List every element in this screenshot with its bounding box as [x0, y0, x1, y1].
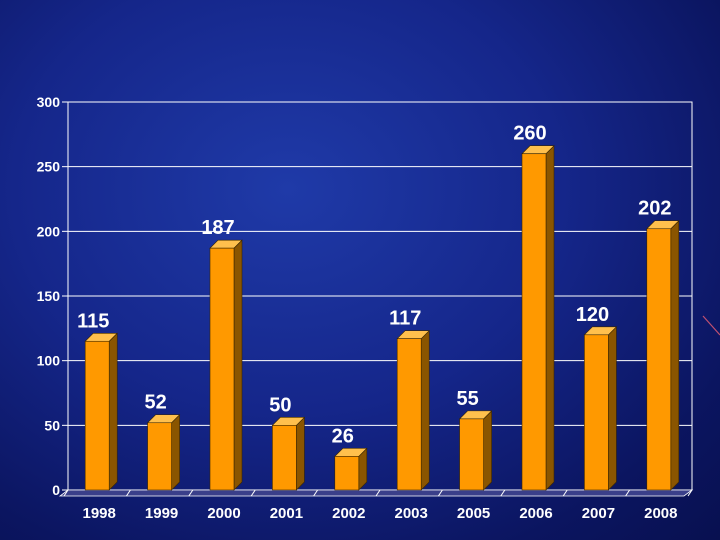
x-axis: 1998 1999 2000 2001 2002 2003 2005 2006 2007 2008 [63, 489, 693, 522]
x-tick-mark [313, 489, 319, 497]
bar-2008 [646, 220, 680, 491]
x-tick-mark [625, 489, 631, 497]
y-tick-label: 100 [37, 353, 61, 369]
bar-2000 [209, 239, 243, 491]
x-tick-mark [500, 489, 506, 497]
bar-side [608, 326, 617, 491]
data-labels: 115 52 187 50 26 117 55 260 120 202 [77, 123, 671, 448]
bars [84, 145, 680, 491]
bar-front [396, 338, 422, 491]
bar-front [147, 422, 172, 491]
bar-side [483, 410, 492, 491]
bar-front [272, 425, 297, 491]
x-tick-mark [375, 489, 381, 497]
y-tick-label: 200 [37, 223, 61, 239]
bar-side [296, 416, 305, 491]
y-tick-label: 50 [44, 417, 60, 433]
decorative-diagonal-line [702, 315, 720, 336]
data-label: 120 [576, 304, 609, 326]
x-tick-label: 2000 [207, 505, 240, 522]
bar-1999 [146, 414, 181, 491]
bar-front [459, 418, 484, 491]
data-label: 260 [513, 123, 546, 145]
bar-side [171, 414, 180, 491]
x-tick-mark [63, 489, 69, 497]
y-tick-label: 250 [37, 159, 61, 175]
x-tick-mark [437, 489, 443, 497]
bar-1998 [84, 332, 118, 491]
x-tick-label: 2003 [395, 505, 428, 522]
bar-side [108, 332, 118, 491]
y-axis: 0 50 100 150 200 250 300 [37, 94, 68, 498]
bar-2006 [521, 145, 555, 491]
data-label: 187 [201, 217, 234, 239]
data-label: 115 [77, 310, 109, 332]
data-label: 55 [456, 388, 478, 410]
data-label: 26 [332, 425, 354, 447]
x-tick-label: 2002 [332, 505, 365, 522]
bar-2001 [271, 416, 306, 491]
x-tick-mark [687, 489, 693, 497]
x-tick-mark [188, 489, 194, 497]
x-tick-label: 2008 [644, 505, 677, 522]
bar-2005 [458, 410, 493, 491]
bar-side [670, 220, 680, 491]
bar-front [84, 340, 110, 491]
y-tick-label: 0 [52, 482, 60, 498]
x-tick-mark [250, 489, 256, 497]
bar-front [584, 334, 609, 491]
x-tick-label: 1999 [145, 505, 178, 522]
bar-side [545, 145, 555, 491]
bar-side [233, 239, 243, 491]
x-tick-mark [125, 489, 131, 497]
bar-2007 [583, 326, 618, 491]
y-tick-label: 300 [37, 94, 61, 110]
bar-front [521, 153, 547, 491]
bar-side [420, 329, 430, 491]
bar-front [646, 228, 672, 491]
data-label: 202 [638, 198, 671, 220]
y-tick-label: 150 [37, 288, 61, 304]
x-tick-label: 2007 [582, 505, 615, 522]
x-tick-label: 2005 [457, 505, 490, 522]
bar-2003 [396, 329, 430, 491]
bar-front [209, 247, 235, 491]
bar-front [334, 456, 360, 491]
data-label: 117 [389, 308, 421, 330]
data-label: 50 [269, 394, 291, 416]
x-tick-label: 1998 [83, 505, 116, 522]
data-label: 52 [144, 392, 166, 414]
x-tick-mark [562, 489, 568, 497]
x-tick-label: 2006 [519, 505, 552, 522]
bar-2002 [334, 447, 368, 491]
x-tick-label: 2001 [270, 505, 303, 522]
